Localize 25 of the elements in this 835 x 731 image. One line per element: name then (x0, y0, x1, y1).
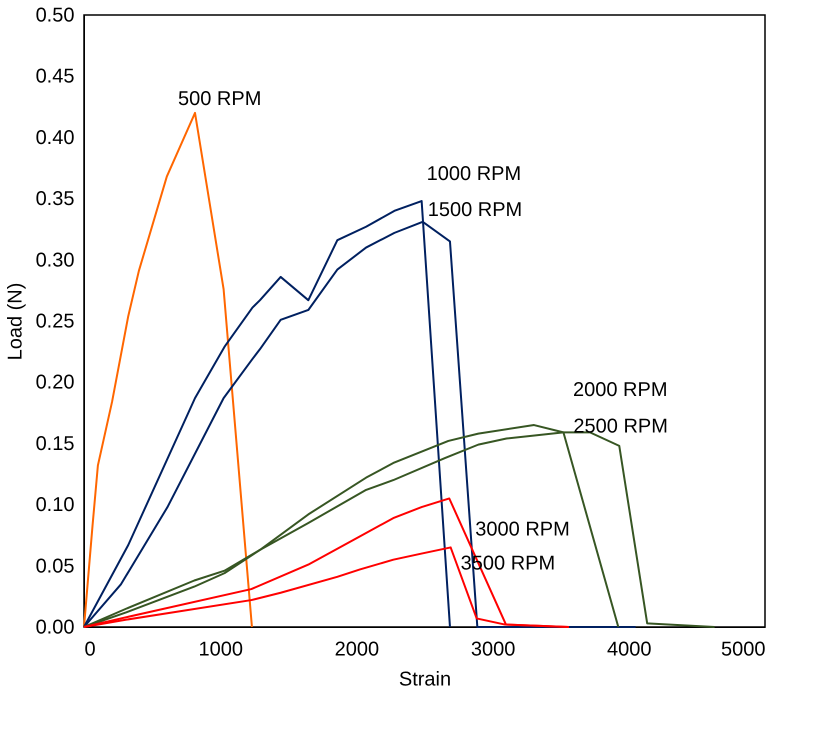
y-tick-label: 0.20 (36, 372, 74, 394)
y-tick-label: 0.45 (36, 66, 74, 88)
series-label: 1000 RPM (426, 163, 522, 186)
y-tick-label: 0.10 (36, 494, 74, 516)
x-tick-label: 3000 (470, 638, 516, 660)
y-axis-title: Load (N) (4, 282, 27, 360)
y-tick-label: 0.25 (36, 310, 74, 332)
series-label: 2000 RPM (573, 379, 668, 402)
y-tick-label: 0.30 (36, 249, 74, 272)
y-tick-label: 0.05 (36, 555, 74, 578)
x-tick-label: 5000 (721, 638, 766, 660)
x-tick-label: 1000 (198, 638, 243, 660)
x-axis-title: Strain (398, 668, 452, 690)
y-tick-label: 0.15 (36, 432, 74, 455)
series-label: 500 RPM (178, 88, 262, 110)
y-tick-label: 0.40 (36, 126, 74, 149)
series-label: 2500 RPM (573, 415, 668, 438)
series-label: 3000 RPM (475, 518, 570, 540)
series-label: 1500 RPM (428, 198, 522, 221)
y-tick-label: 0.50 (36, 4, 74, 26)
x-tick-label: 4000 (607, 638, 652, 660)
x-tick-label: 0 (84, 638, 96, 660)
y-tick-label: 0.35 (36, 188, 74, 210)
y-tick-label: 0.00 (36, 616, 74, 638)
x-tick-label: 2000 (334, 638, 380, 660)
